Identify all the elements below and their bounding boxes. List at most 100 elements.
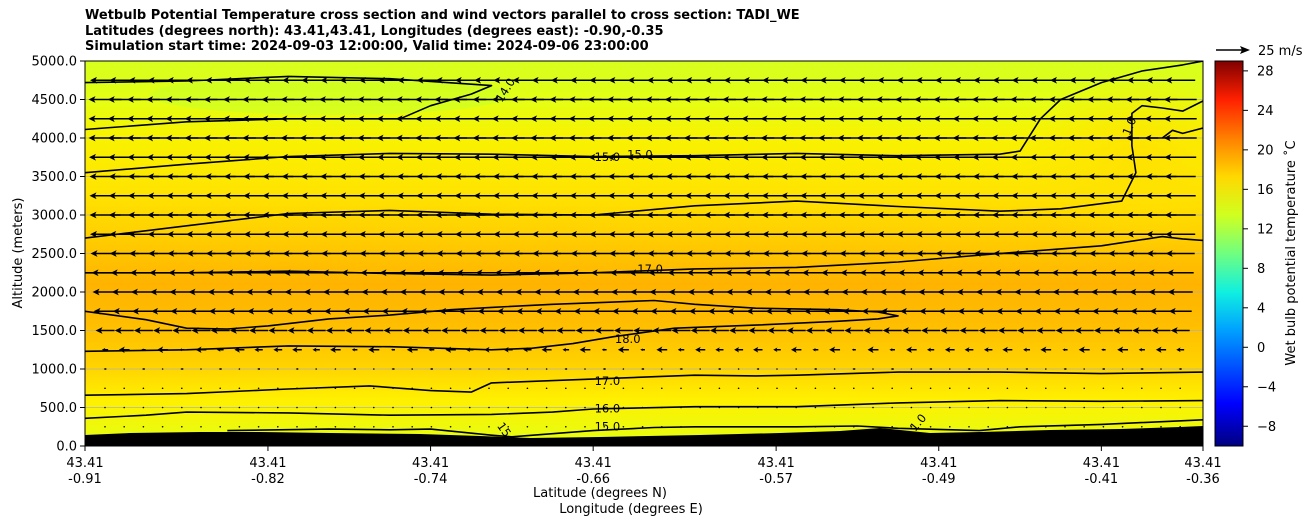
- wind-vector: [737, 368, 740, 370]
- wind-vector: [391, 348, 395, 351]
- wind-vector: [430, 425, 433, 428]
- wind-vector: [315, 406, 318, 409]
- y-tick-label: 3000.0: [32, 209, 78, 224]
- wind-vector: [677, 347, 685, 352]
- wind-vector: [114, 327, 134, 334]
- wind-vector: [562, 347, 570, 352]
- wind-vector: [1165, 230, 1196, 238]
- wind-vector: [449, 406, 452, 409]
- wind-vector: [1178, 368, 1182, 370]
- wind-vector: [603, 406, 605, 409]
- wind-vector: [353, 406, 356, 409]
- x-axis: 43.41-0.9143.41-0.8243.41-0.7443.41-0.66…: [66, 446, 1222, 487]
- wind-vector: [1102, 406, 1105, 409]
- wind-vector: [968, 406, 970, 409]
- wind-vector: [1164, 192, 1196, 200]
- wind-vector: [579, 346, 591, 354]
- wind-vector: [180, 368, 184, 370]
- wind-vector: [1025, 387, 1028, 390]
- wind-vector: [449, 425, 452, 428]
- wind-vector: [1025, 368, 1028, 370]
- wind-vector: [825, 327, 845, 334]
- wind-vector: [968, 387, 970, 390]
- wind-vector: [786, 327, 806, 334]
- wind-vector: [488, 425, 490, 428]
- wind-vector: [715, 347, 724, 353]
- wind-vector: [867, 346, 879, 354]
- wind-vector: [1102, 425, 1105, 428]
- wind-vector: [334, 368, 337, 370]
- wind-vector: [1167, 288, 1193, 296]
- wind-vector: [641, 425, 644, 428]
- wind-vector: [507, 387, 510, 390]
- contour-line-15: [85, 100, 1203, 239]
- wind-vector: [200, 425, 202, 428]
- y-tick-label: 2500.0: [32, 247, 78, 262]
- wind-vector: [123, 406, 125, 409]
- wind-vector: [949, 425, 951, 428]
- contour-line-18: [85, 299, 899, 353]
- wind-vector: [926, 347, 935, 352]
- wind-vector: [345, 327, 365, 334]
- wind-vector: [1165, 76, 1196, 84]
- wind-vector: [181, 387, 183, 390]
- wind-vector: [1036, 327, 1056, 334]
- wind-vector: [526, 406, 529, 409]
- x-tick-longitude-label: -0.36: [1186, 472, 1220, 487]
- wind-vector: [460, 327, 480, 334]
- wind-vector: [104, 387, 106, 390]
- wind-vector: [603, 425, 605, 428]
- wind-vector: [987, 368, 989, 370]
- wind-vector: [601, 348, 607, 352]
- wind-vector: [142, 406, 145, 409]
- wind-vector: [968, 425, 970, 428]
- wind-vector: [921, 327, 941, 334]
- title-line-3: Simulation start time: 2024-09-03 12:00:…: [85, 39, 649, 54]
- wind-vector: [699, 387, 701, 390]
- y-axis: 0.0 500.0 1000.0 1500.0 2000.0 2500.0 3000.0 35…: [32, 55, 85, 455]
- wind-vector: [200, 387, 202, 390]
- wind-vector: [603, 387, 605, 390]
- wind-vector: [353, 368, 356, 370]
- wind-vector: [545, 368, 548, 370]
- wind-vector: [1164, 211, 1196, 219]
- y-axis-label: Altitude (meters): [11, 198, 26, 309]
- wind-vector: [421, 327, 441, 334]
- wind-vector: [1121, 425, 1124, 428]
- wind-vector: [449, 368, 452, 370]
- wind-vector: [1093, 327, 1113, 334]
- wind-vector: [219, 425, 221, 428]
- wind-vector: [661, 368, 663, 370]
- wind-vector: [1078, 346, 1090, 354]
- wind-vector: [1163, 115, 1197, 123]
- wind-vector: [411, 368, 414, 370]
- wind-vector: [1017, 327, 1037, 334]
- wind-vector: [1045, 387, 1047, 390]
- wind-vector: [1062, 348, 1068, 352]
- wind-vector: [1117, 346, 1129, 354]
- wind-vector: [1006, 406, 1009, 409]
- chart-title: Wetbulb Potential Temperature cross sect…: [85, 8, 800, 55]
- wind-vector: [103, 368, 107, 370]
- wind-vector: [383, 327, 403, 334]
- wind-vector: [411, 425, 414, 428]
- wind-vector: [368, 346, 380, 354]
- y-tick-label: 2000.0: [32, 286, 78, 301]
- wind-vector: [910, 406, 913, 409]
- wind-vector: [852, 368, 856, 370]
- wind-vector: [411, 406, 414, 409]
- wind-vector: [1006, 368, 1009, 370]
- wind-vector: [602, 368, 606, 370]
- contour-label: 17.0: [595, 374, 621, 388]
- wind-vector: [584, 387, 586, 390]
- quiver-key-arrow-icon: [1240, 46, 1250, 54]
- wind-vector: [312, 347, 320, 352]
- colorbar-tick-label: 16: [1257, 183, 1274, 198]
- contour-label: 18.0: [615, 332, 641, 346]
- wind-vector: [680, 387, 682, 390]
- wind-vector: [104, 425, 106, 428]
- wind-vector: [364, 327, 384, 334]
- colorbar-label: Wet bulb potential temperature ˚C: [1283, 140, 1299, 365]
- wind-vector: [1040, 346, 1052, 353]
